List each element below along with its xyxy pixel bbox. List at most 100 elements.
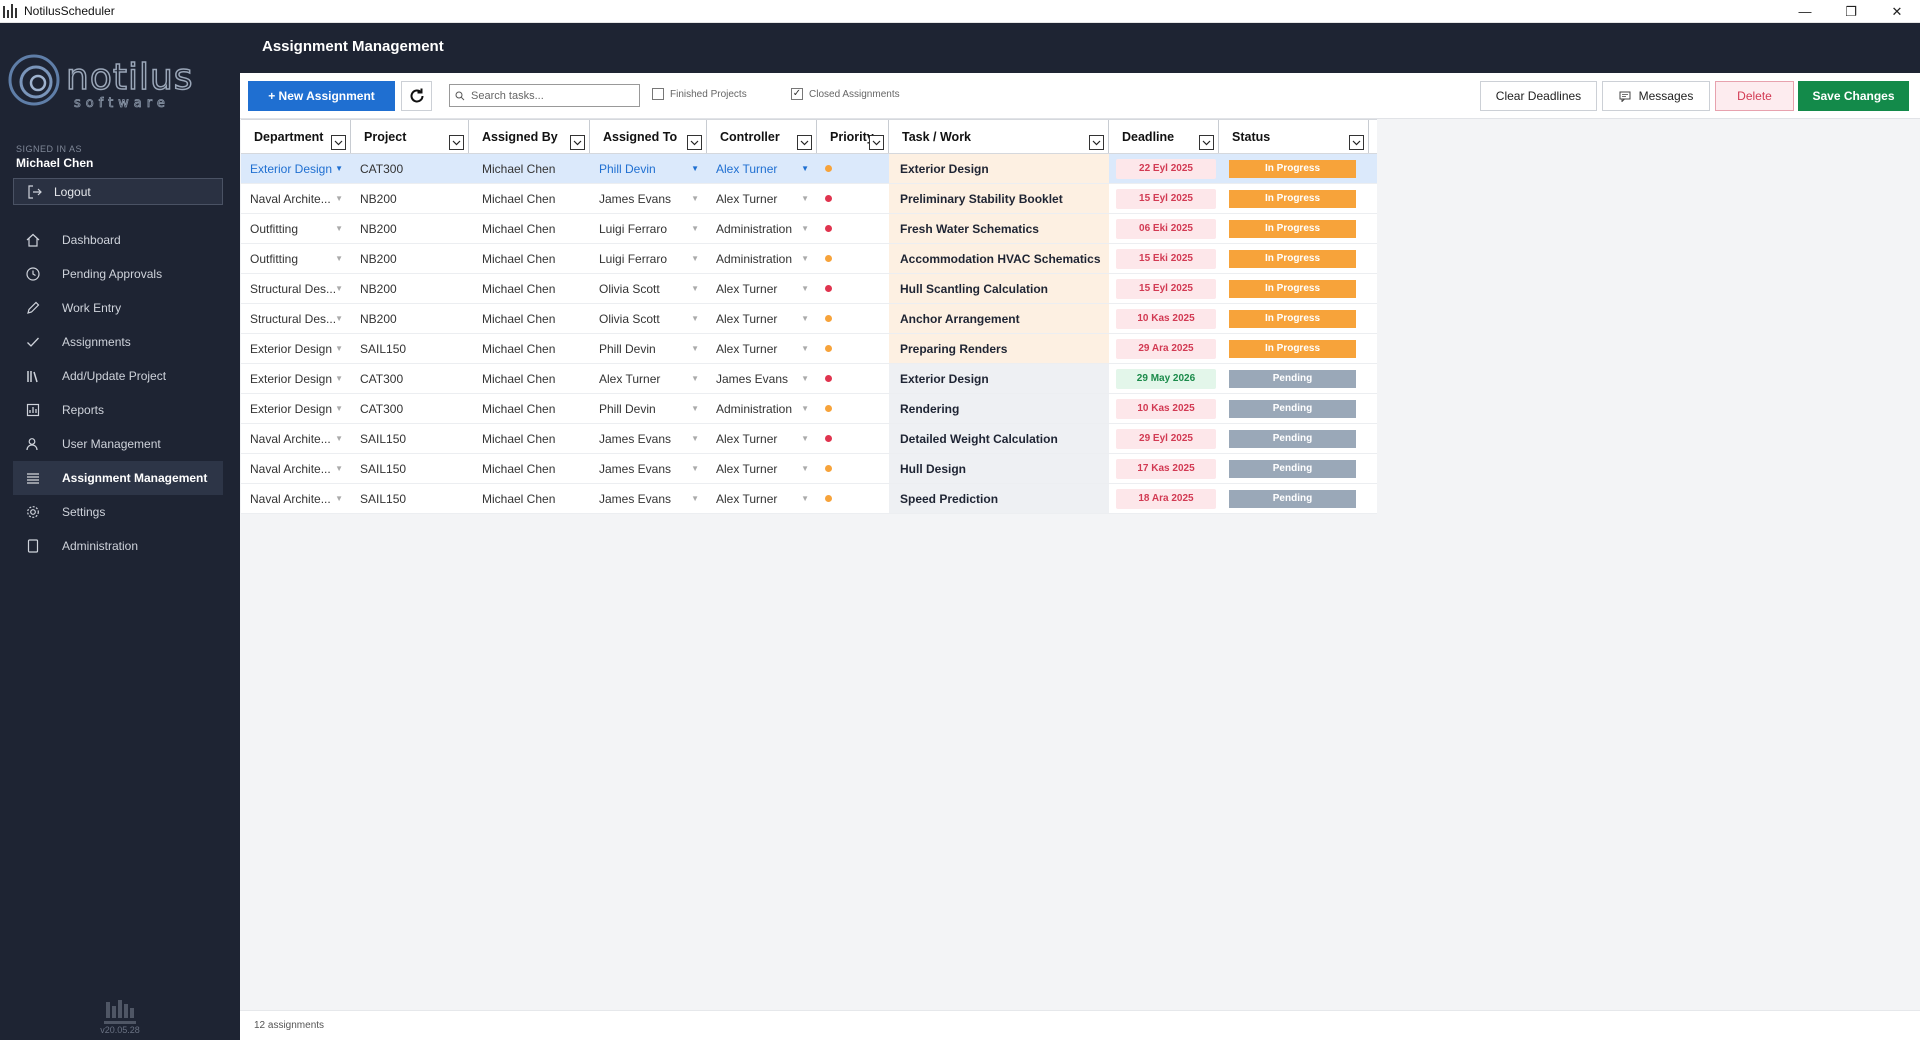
filter-icon[interactable] (869, 135, 884, 150)
controller-cell[interactable]: Alex Turner ▼ (707, 154, 817, 183)
deadline-cell[interactable]: 18 Ara 2025 (1109, 484, 1219, 513)
task-cell[interactable]: Exterior Design (889, 154, 1109, 183)
deadline-cell[interactable]: 29 May 2026 (1109, 364, 1219, 393)
department-cell[interactable]: Exterior Design ▼ (241, 364, 351, 393)
department-cell[interactable]: Structural Des... ▼ (241, 274, 351, 303)
dropdown-arrow-icon[interactable]: ▼ (691, 254, 699, 263)
column-deadline[interactable]: Deadline (1109, 120, 1219, 153)
new-assignment-button[interactable]: + New Assignment (248, 81, 395, 111)
department-cell[interactable]: Structural Des... ▼ (241, 304, 351, 333)
dropdown-arrow-icon[interactable]: ▼ (335, 434, 343, 443)
sidebar-item-add-update-project[interactable]: Add/Update Project (13, 359, 223, 393)
deadline-cell[interactable]: 15 Eyl 2025 (1109, 184, 1219, 213)
task-cell[interactable]: Accommodation HVAC Schematics (889, 244, 1109, 273)
task-cell[interactable]: Preliminary Stability Booklet (889, 184, 1109, 213)
sidebar-item-assignment-management[interactable]: Assignment Management (13, 461, 223, 495)
filter-icon[interactable] (797, 135, 812, 150)
deadline-cell[interactable]: 29 Ara 2025 (1109, 334, 1219, 363)
status-cell[interactable]: In Progress (1219, 334, 1369, 363)
department-cell[interactable]: Exterior Design ▼ (241, 394, 351, 423)
logout-button[interactable]: Logout (13, 178, 223, 205)
dropdown-arrow-icon[interactable]: ▼ (335, 194, 343, 203)
assigned-to-cell[interactable]: James Evans ▼ (590, 454, 707, 483)
controller-cell[interactable]: Alex Turner ▼ (707, 334, 817, 363)
table-row[interactable]: Structural Des... ▼ NB200 Michael Chen Olivi… (241, 304, 1377, 334)
department-cell[interactable]: Outfitting ▼ (241, 214, 351, 243)
task-cell[interactable]: Hull Scantling Calculation (889, 274, 1109, 303)
department-cell[interactable]: Exterior Design ▼ (241, 334, 351, 363)
status-cell[interactable]: Pending (1219, 364, 1369, 393)
controller-cell[interactable]: Alex Turner ▼ (707, 184, 817, 213)
deadline-cell[interactable]: 10 Kas 2025 (1109, 304, 1219, 333)
delete-button[interactable]: Delete (1715, 81, 1794, 111)
finished-projects-box[interactable] (652, 88, 664, 100)
messages-button[interactable]: Messages (1602, 81, 1710, 111)
sidebar-item-settings[interactable]: Settings (13, 495, 223, 529)
sidebar-item-dashboard[interactable]: Dashboard (13, 223, 223, 257)
department-cell[interactable]: Naval Archite... ▼ (241, 484, 351, 513)
deadline-cell[interactable]: 15 Eki 2025 (1109, 244, 1219, 273)
column-project[interactable]: Project (351, 120, 469, 153)
deadline-cell[interactable]: 22 Eyl 2025 (1109, 154, 1219, 183)
controller-cell[interactable]: Administration ▼ (707, 244, 817, 273)
closed-assignments-checkbox[interactable]: ✓ Closed Assignments (791, 88, 900, 100)
assigned-to-cell[interactable]: Phill Devin ▼ (590, 334, 707, 363)
controller-cell[interactable]: Alex Turner ▼ (707, 424, 817, 453)
filter-icon[interactable] (449, 135, 464, 150)
restore-button[interactable]: ❐ (1845, 3, 1857, 19)
dropdown-arrow-icon[interactable]: ▼ (691, 374, 699, 383)
close-button[interactable]: ✕ (1891, 3, 1903, 19)
dropdown-arrow-icon[interactable]: ▼ (335, 314, 343, 323)
controller-cell[interactable]: Alex Turner ▼ (707, 274, 817, 303)
dropdown-arrow-icon[interactable]: ▼ (801, 254, 809, 263)
priority-cell[interactable] (817, 394, 889, 423)
sidebar-item-assignments[interactable]: Assignments (13, 325, 223, 359)
task-cell[interactable]: Hull Design (889, 454, 1109, 483)
dropdown-arrow-icon[interactable]: ▼ (691, 314, 699, 323)
task-cell[interactable]: Rendering (889, 394, 1109, 423)
priority-cell[interactable] (817, 154, 889, 183)
table-row[interactable]: Exterior Design ▼ CAT300 Michael Chen Phill … (241, 394, 1377, 424)
dropdown-arrow-icon[interactable]: ▼ (691, 494, 699, 503)
deadline-cell[interactable]: 29 Eyl 2025 (1109, 424, 1219, 453)
dropdown-arrow-icon[interactable]: ▼ (335, 254, 343, 263)
table-row[interactable]: Naval Archite... ▼ SAIL150 Michael Chen Jame… (241, 454, 1377, 484)
task-cell[interactable]: Preparing Renders (889, 334, 1109, 363)
column-assigned-to[interactable]: Assigned To (590, 120, 707, 153)
department-cell[interactable]: Naval Archite... ▼ (241, 424, 351, 453)
dropdown-arrow-icon[interactable]: ▼ (801, 464, 809, 473)
dropdown-arrow-icon[interactable]: ▼ (335, 284, 343, 293)
dropdown-arrow-icon[interactable]: ▼ (801, 314, 809, 323)
dropdown-arrow-icon[interactable]: ▼ (801, 194, 809, 203)
table-row[interactable]: Outfitting ▼ NB200 Michael Chen Luigi Ferrar… (241, 244, 1377, 274)
dropdown-arrow-icon[interactable]: ▼ (335, 224, 343, 233)
table-row[interactable]: Exterior Design ▼ SAIL150 Michael Chen Phill… (241, 334, 1377, 364)
controller-cell[interactable]: Alex Turner ▼ (707, 484, 817, 513)
column-department[interactable]: Department (241, 120, 351, 153)
column-priority[interactable]: Priority (817, 120, 889, 153)
status-cell[interactable]: In Progress (1219, 244, 1369, 273)
sidebar-item-user-management[interactable]: User Management (13, 427, 223, 461)
table-row[interactable]: Naval Archite... ▼ SAIL150 Michael Chen Jame… (241, 484, 1377, 514)
table-row[interactable]: Outfitting ▼ NB200 Michael Chen Luigi Ferrar… (241, 214, 1377, 244)
assigned-to-cell[interactable]: Phill Devin ▼ (590, 154, 707, 183)
controller-cell[interactable]: James Evans ▼ (707, 364, 817, 393)
controller-cell[interactable]: Alex Turner ▼ (707, 304, 817, 333)
department-cell[interactable]: Naval Archite... ▼ (241, 454, 351, 483)
task-cell[interactable]: Anchor Arrangement (889, 304, 1109, 333)
assigned-to-cell[interactable]: Alex Turner ▼ (590, 364, 707, 393)
dropdown-arrow-icon[interactable]: ▼ (335, 404, 343, 413)
dropdown-arrow-icon[interactable]: ▼ (691, 164, 699, 173)
table-row[interactable]: Naval Archite... ▼ NB200 Michael Chen James … (241, 184, 1377, 214)
priority-cell[interactable] (817, 484, 889, 513)
dropdown-arrow-icon[interactable]: ▼ (801, 344, 809, 353)
department-cell[interactable]: Outfitting ▼ (241, 244, 351, 273)
dropdown-arrow-icon[interactable]: ▼ (335, 494, 343, 503)
search-box[interactable] (449, 84, 640, 107)
priority-cell[interactable] (817, 274, 889, 303)
dropdown-arrow-icon[interactable]: ▼ (801, 164, 809, 173)
sidebar-item-administration[interactable]: Administration (13, 529, 223, 563)
task-cell[interactable]: Detailed Weight Calculation (889, 424, 1109, 453)
deadline-cell[interactable]: 15 Eyl 2025 (1109, 274, 1219, 303)
status-cell[interactable]: In Progress (1219, 274, 1369, 303)
